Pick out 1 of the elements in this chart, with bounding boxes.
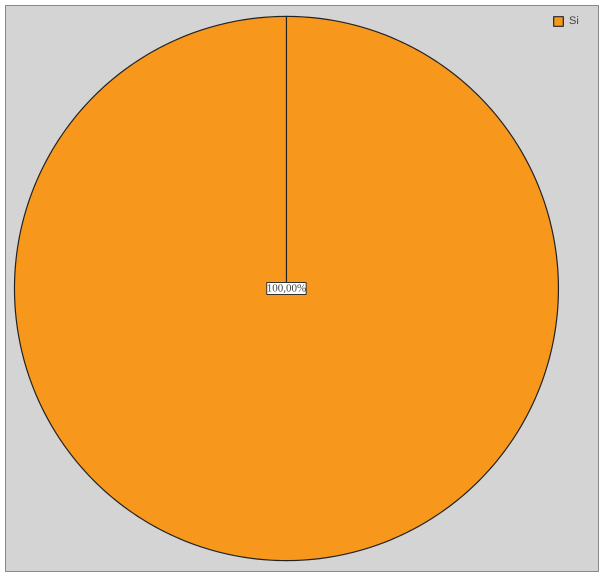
legend-label: Si [569, 15, 580, 27]
